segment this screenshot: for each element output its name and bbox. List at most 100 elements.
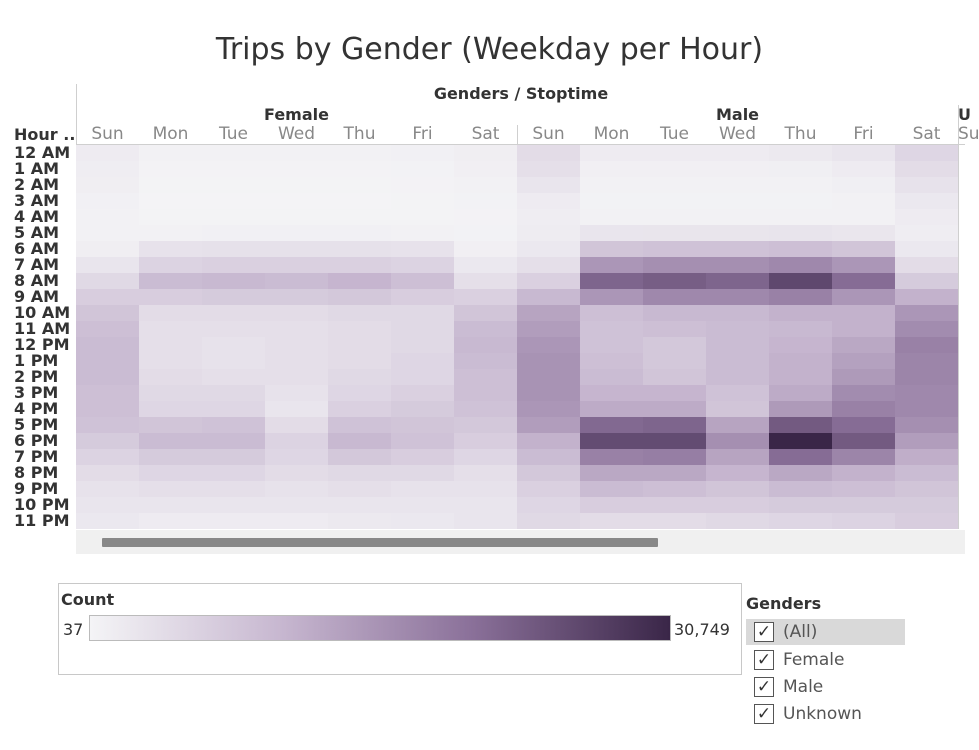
heatmap-cell-male[interactable] xyxy=(517,161,580,177)
heatmap-cell-female[interactable] xyxy=(454,257,517,273)
heatmap-cell-female[interactable] xyxy=(265,289,328,305)
heatmap-cell-female[interactable] xyxy=(76,417,139,433)
heatmap-cell-female[interactable] xyxy=(76,513,139,529)
heatmap-cell-male[interactable] xyxy=(580,273,643,289)
heatmap-cell-male[interactable] xyxy=(832,449,895,465)
heatmap-cell-male[interactable] xyxy=(517,353,580,369)
heatmap-cell-female[interactable] xyxy=(202,385,265,401)
heatmap-cell-female[interactable] xyxy=(454,417,517,433)
heatmap-cell-male[interactable] xyxy=(517,465,580,481)
heatmap-cell-male[interactable] xyxy=(832,241,895,257)
heatmap-cell-male[interactable] xyxy=(643,289,706,305)
heatmap-cell-male[interactable] xyxy=(895,257,958,273)
filter-item-female[interactable]: ✓ Female xyxy=(746,647,905,673)
heatmap-cell-female[interactable] xyxy=(454,433,517,449)
heatmap-cell-male[interactable] xyxy=(832,465,895,481)
heatmap-cell-male[interactable] xyxy=(580,385,643,401)
heatmap-cell-female[interactable] xyxy=(139,177,202,193)
heatmap-cell-female[interactable] xyxy=(454,177,517,193)
heatmap-cell-male[interactable] xyxy=(517,177,580,193)
heatmap-cell-male[interactable] xyxy=(643,353,706,369)
heatmap-cell-female[interactable] xyxy=(328,497,391,513)
heatmap-cell-male[interactable] xyxy=(517,401,580,417)
heatmap-cell-female[interactable] xyxy=(454,449,517,465)
heatmap-cell-female[interactable] xyxy=(454,161,517,177)
heatmap-cell-male[interactable] xyxy=(517,337,580,353)
heatmap-cell-female[interactable] xyxy=(328,145,391,161)
heatmap-cell-male[interactable] xyxy=(643,497,706,513)
heatmap-cell-female[interactable] xyxy=(454,305,517,321)
heatmap-cell-female[interactable] xyxy=(202,369,265,385)
heatmap-cell-male[interactable] xyxy=(643,193,706,209)
heatmap-cell-male[interactable] xyxy=(706,433,769,449)
heatmap-cell-male[interactable] xyxy=(769,481,832,497)
heatmap-cell-male[interactable] xyxy=(706,497,769,513)
heatmap-cell-male[interactable] xyxy=(706,177,769,193)
heatmap-cell-male[interactable] xyxy=(517,481,580,497)
heatmap-cell-female[interactable] xyxy=(202,481,265,497)
heatmap-cell-male[interactable] xyxy=(643,337,706,353)
heatmap-cell-male[interactable] xyxy=(580,497,643,513)
heatmap-cell-female[interactable] xyxy=(391,305,454,321)
heatmap-cell-female[interactable] xyxy=(265,257,328,273)
heatmap-cell-male[interactable] xyxy=(895,433,958,449)
checkbox-checked-icon[interactable]: ✓ xyxy=(754,622,774,642)
heatmap-cell-male[interactable] xyxy=(517,513,580,529)
heatmap-cell-male[interactable] xyxy=(643,385,706,401)
heatmap-cell-female[interactable] xyxy=(328,401,391,417)
heatmap-cell-female[interactable] xyxy=(139,273,202,289)
heatmap-cell-male[interactable] xyxy=(517,273,580,289)
heatmap-cell-female[interactable] xyxy=(202,161,265,177)
heatmap-cell-female[interactable] xyxy=(76,433,139,449)
heatmap-cell-female[interactable] xyxy=(454,321,517,337)
heatmap-cell-male[interactable] xyxy=(517,241,580,257)
heatmap-cell-female[interactable] xyxy=(328,225,391,241)
heatmap-cell-female[interactable] xyxy=(139,433,202,449)
heatmap-cell-female[interactable] xyxy=(454,513,517,529)
heatmap-cell-male[interactable] xyxy=(769,337,832,353)
heatmap-cell-male[interactable] xyxy=(706,209,769,225)
heatmap-cell-female[interactable] xyxy=(139,465,202,481)
heatmap-cell-female[interactable] xyxy=(76,385,139,401)
heatmap-cell-female[interactable] xyxy=(265,401,328,417)
heatmap-cell-female[interactable] xyxy=(76,401,139,417)
heatmap-cell-male[interactable] xyxy=(769,209,832,225)
heatmap-cell-female[interactable] xyxy=(328,273,391,289)
heatmap-cell-female[interactable] xyxy=(76,481,139,497)
heatmap-cell-female[interactable] xyxy=(391,145,454,161)
heatmap-cell-male[interactable] xyxy=(517,497,580,513)
heatmap-cell-male[interactable] xyxy=(517,369,580,385)
heatmap-cell-female[interactable] xyxy=(454,481,517,497)
heatmap-cell-female[interactable] xyxy=(328,177,391,193)
filter-item-male[interactable]: ✓ Male xyxy=(746,674,905,700)
heatmap-cell-male[interactable] xyxy=(769,305,832,321)
heatmap-cell-male[interactable] xyxy=(517,417,580,433)
heatmap-cell-male[interactable] xyxy=(769,369,832,385)
heatmap-cell-male[interactable] xyxy=(769,257,832,273)
heatmap-cell-female[interactable] xyxy=(391,273,454,289)
heatmap-cell-male[interactable] xyxy=(643,417,706,433)
heatmap-cell-male[interactable] xyxy=(769,417,832,433)
heatmap-cell-female[interactable] xyxy=(454,337,517,353)
heatmap-cell-female[interactable] xyxy=(76,161,139,177)
heatmap-cell-female[interactable] xyxy=(202,257,265,273)
checkbox-checked-icon[interactable]: ✓ xyxy=(754,650,774,670)
heatmap-cell-female[interactable] xyxy=(265,465,328,481)
heatmap-cell-female[interactable] xyxy=(139,289,202,305)
heatmap-cell-male[interactable] xyxy=(643,145,706,161)
heatmap-cell-male[interactable] xyxy=(769,273,832,289)
heatmap-cell-male[interactable] xyxy=(580,369,643,385)
heatmap-cell-female[interactable] xyxy=(139,497,202,513)
heatmap-cell-male[interactable] xyxy=(643,449,706,465)
heatmap-cell-male[interactable] xyxy=(832,289,895,305)
heatmap-cell-male[interactable] xyxy=(769,497,832,513)
heatmap-cell-male[interactable] xyxy=(895,161,958,177)
heatmap-cell-male[interactable] xyxy=(895,353,958,369)
heatmap-cell-male[interactable] xyxy=(643,513,706,529)
heatmap-cell-female[interactable] xyxy=(454,353,517,369)
heatmap-cell-male[interactable] xyxy=(706,289,769,305)
heatmap-cell-male[interactable] xyxy=(895,321,958,337)
heatmap-cell-female[interactable] xyxy=(328,161,391,177)
heatmap-cell-female[interactable] xyxy=(202,241,265,257)
heatmap-cell-female[interactable] xyxy=(139,337,202,353)
